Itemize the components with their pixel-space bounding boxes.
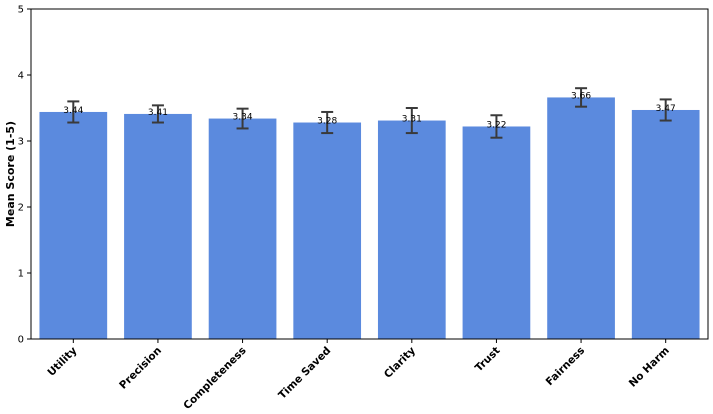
bar — [208, 118, 277, 339]
x-tick-label: Time Saved — [276, 345, 333, 402]
error-bar — [67, 100, 80, 124]
value-label: 3.66 — [571, 91, 591, 101]
error-bar — [236, 107, 249, 130]
y-tick-label: 1 — [18, 269, 24, 280]
y-tick-label: 3 — [18, 137, 24, 148]
value-label: 3.44 — [63, 106, 83, 116]
error-bar — [575, 87, 588, 108]
x-tick-label: Precision — [117, 345, 164, 392]
bar — [547, 97, 615, 339]
x-tick-label: Trust — [473, 345, 503, 375]
value-label: 3.47 — [656, 104, 676, 114]
y-tick-label: 5 — [18, 5, 24, 16]
bar — [293, 122, 362, 340]
x-tick-label: Fairness — [544, 345, 588, 389]
error-bar — [659, 98, 672, 122]
value-label: 3.28 — [317, 117, 337, 127]
x-tick-label: Clarity — [382, 345, 418, 381]
y-axis-label: Mean Score (1-5) — [4, 121, 17, 227]
value-label: 3.34 — [233, 113, 253, 123]
error-bar — [490, 114, 503, 139]
y-tick-label: 0 — [18, 335, 24, 346]
error-bar — [321, 110, 334, 135]
value-label: 3.31 — [402, 115, 422, 125]
y-tick-label: 4 — [18, 71, 24, 82]
error-bar — [405, 107, 418, 135]
y-tick-label: 2 — [18, 203, 24, 214]
x-tick-label: Completeness — [181, 345, 248, 412]
bar — [39, 111, 108, 340]
error-bar — [151, 104, 164, 124]
bar — [124, 113, 192, 339]
bar — [377, 120, 446, 339]
value-label: 3.22 — [486, 120, 506, 130]
x-tick-label: Utility — [45, 345, 79, 379]
value-label: 3.41 — [148, 108, 168, 118]
x-tick-label: No Harm — [627, 345, 672, 390]
plot-frame — [30, 8, 709, 340]
bar — [462, 126, 531, 339]
bar — [631, 109, 700, 339]
